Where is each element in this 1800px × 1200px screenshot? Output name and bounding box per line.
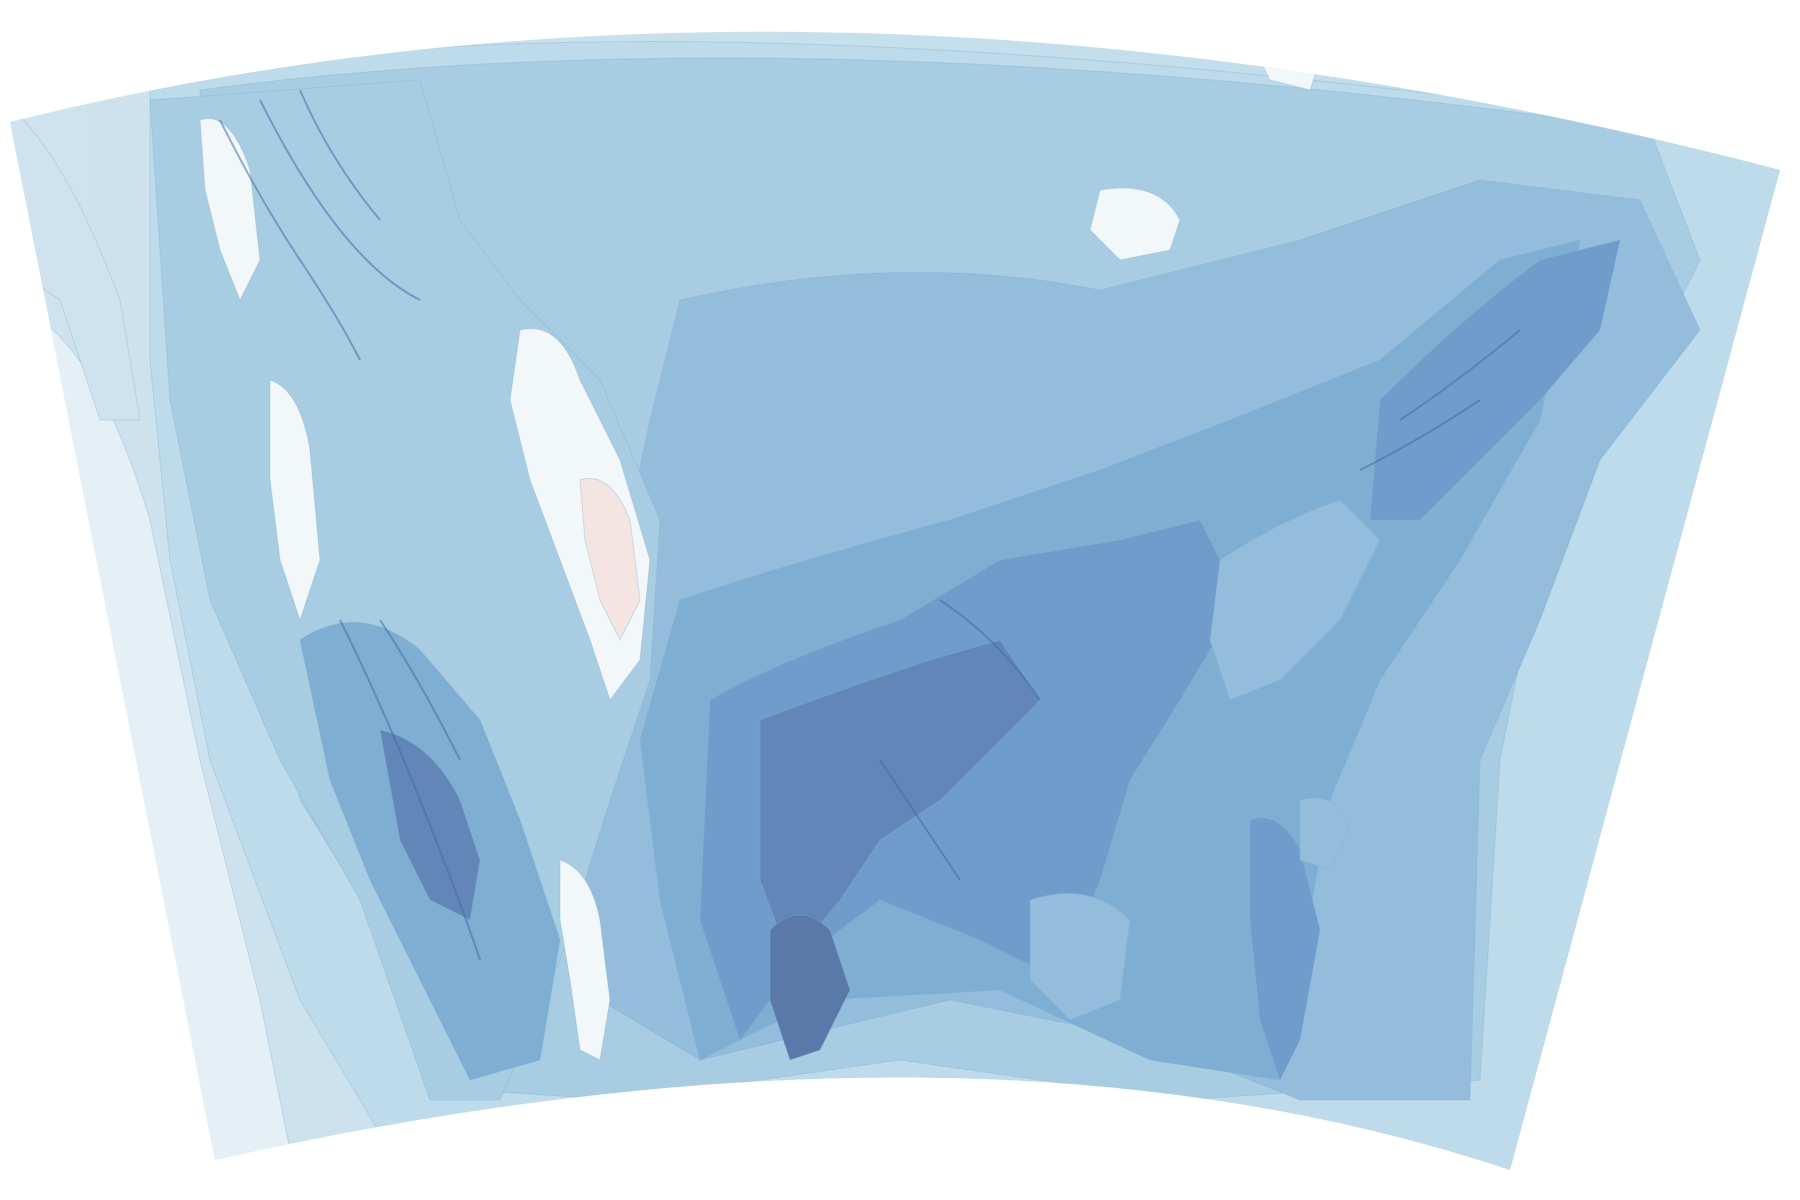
atlantic-patch <box>1299 797 1351 871</box>
snow-highlight-sierra <box>559 859 611 1061</box>
snow-highlight-north <box>199 118 261 302</box>
snow-highlight-hudson <box>1089 187 1181 261</box>
stream-line <box>1359 399 1481 471</box>
snow-highlight-rockies-core <box>579 478 641 642</box>
stream-line <box>379 619 461 761</box>
stream-line <box>939 599 1041 701</box>
stream-line <box>1399 329 1521 421</box>
stream-line <box>219 119 361 361</box>
contour-level-7 <box>769 914 851 1061</box>
stream-line <box>299 89 381 221</box>
appalachian-region <box>1209 499 1381 701</box>
northeast-dense-region <box>1369 239 1621 521</box>
stream-line <box>879 759 961 881</box>
stream-line <box>259 99 421 301</box>
contour-level-5 <box>699 519 1241 1042</box>
florida-region <box>1249 817 1321 1082</box>
contour-level-6 <box>759 639 1041 961</box>
stream-network <box>219 89 1521 961</box>
snow-highlight-cascades <box>269 379 321 622</box>
stream-line <box>339 619 481 961</box>
gulf-patch <box>1029 892 1131 1021</box>
